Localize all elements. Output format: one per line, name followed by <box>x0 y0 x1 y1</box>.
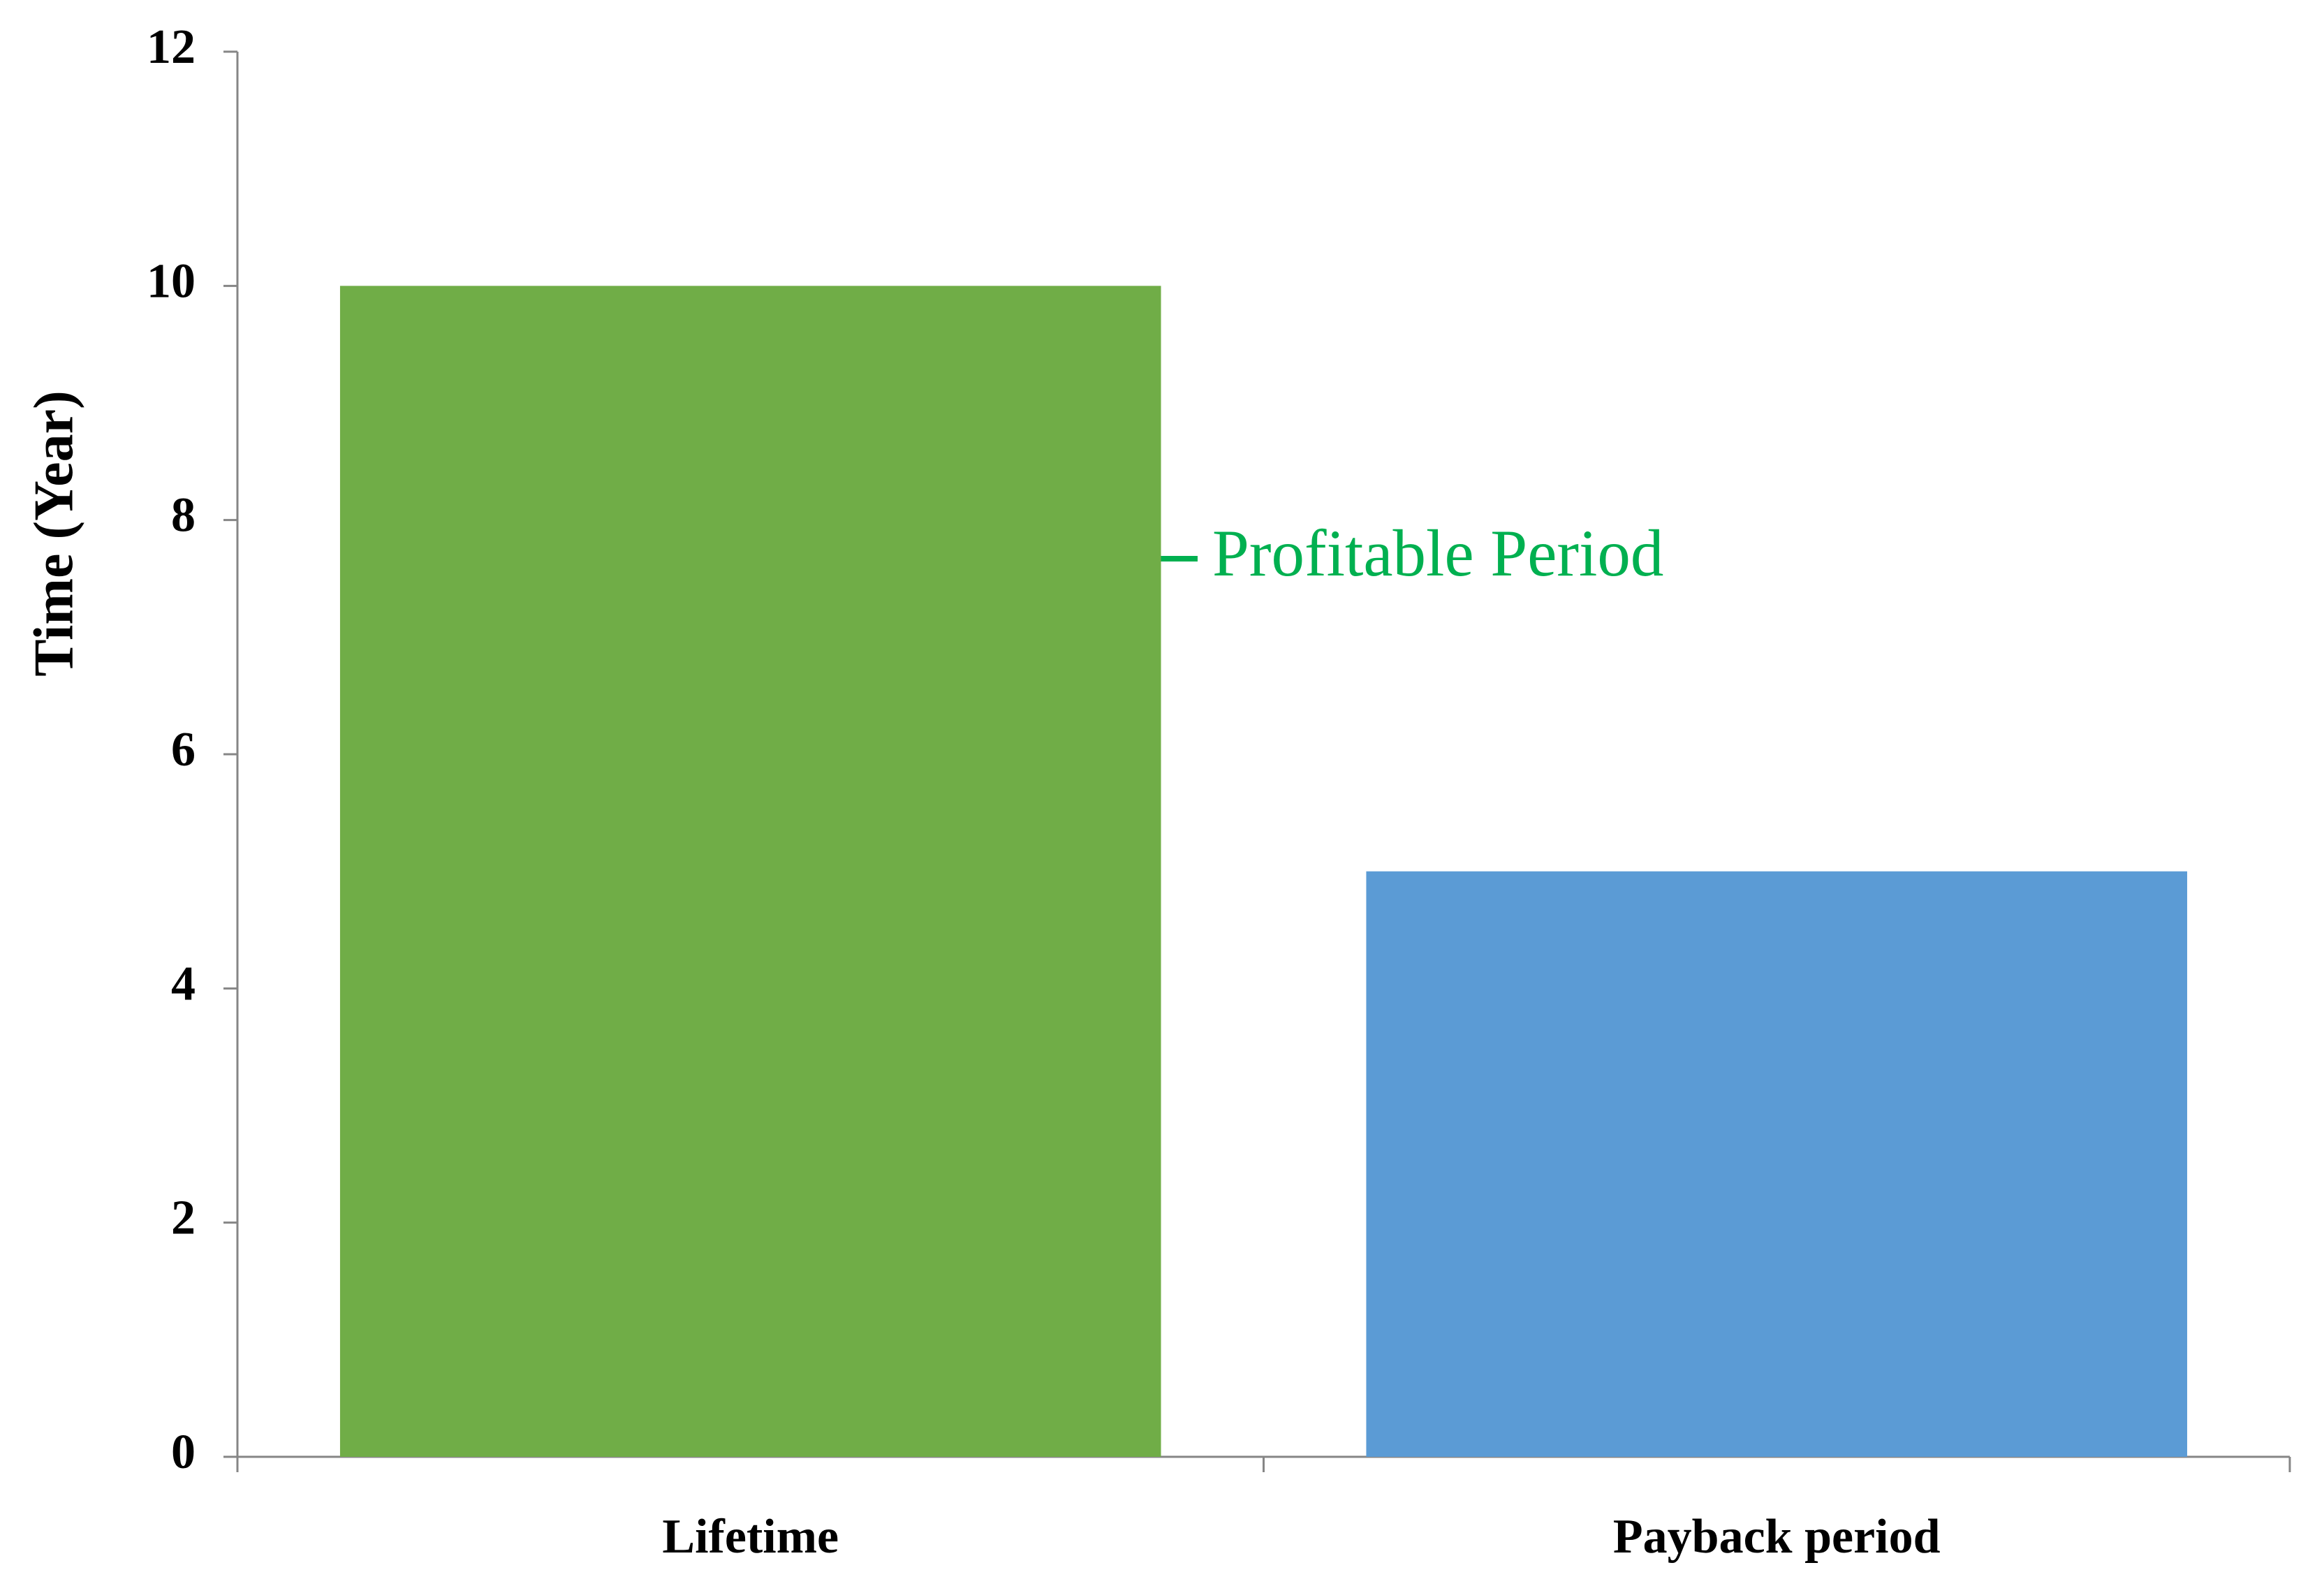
x-tick-label: Lifetime <box>662 1510 839 1564</box>
bar <box>339 286 1161 1457</box>
y-tick-label: 8 <box>171 489 196 543</box>
y-tick-label: 10 <box>147 254 196 308</box>
y-axis-label: Time (Year) <box>23 390 84 677</box>
y-tick-label: 0 <box>171 1425 196 1479</box>
x-tick-label: Payback period <box>1613 1510 1941 1564</box>
y-tick-label: 12 <box>147 20 196 74</box>
annotation-text: Profitable Period <box>1212 516 1663 590</box>
y-tick-label: 2 <box>171 1191 196 1245</box>
bar <box>1366 871 2188 1457</box>
y-tick-label: 4 <box>171 957 196 1011</box>
y-tick-label: 6 <box>171 723 196 777</box>
